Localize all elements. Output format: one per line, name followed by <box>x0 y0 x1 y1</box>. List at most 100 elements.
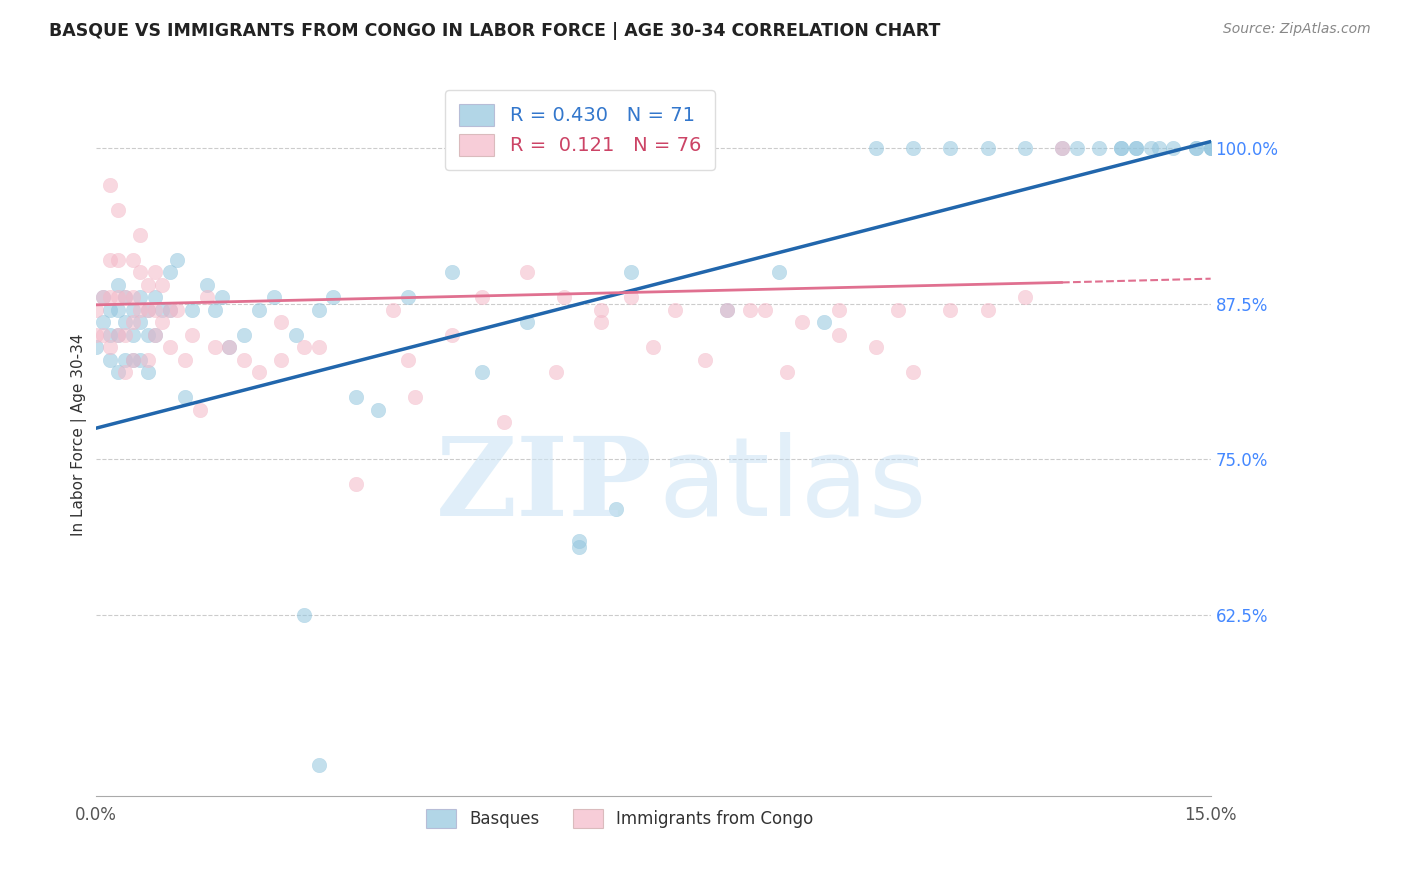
Point <box>107 277 129 292</box>
Point <box>107 203 129 218</box>
Point <box>159 302 181 317</box>
Point <box>568 540 591 554</box>
Point <box>129 315 152 329</box>
Point <box>1111 141 1133 155</box>
Point <box>716 302 738 317</box>
Point <box>308 340 330 354</box>
Text: BASQUE VS IMMIGRANTS FROM CONGO IN LABOR FORCE | AGE 30-34 CORRELATION CHART: BASQUE VS IMMIGRANTS FROM CONGO IN LABOR… <box>49 22 941 40</box>
Point <box>381 302 404 317</box>
Point <box>166 252 188 267</box>
Point <box>605 502 627 516</box>
Point <box>107 327 129 342</box>
Point <box>91 290 114 304</box>
Point <box>114 290 136 304</box>
Point <box>121 290 143 304</box>
Point <box>107 365 129 379</box>
Point <box>716 302 738 317</box>
Point <box>790 315 813 329</box>
Point <box>754 302 776 317</box>
Point <box>308 758 330 772</box>
Point <box>166 302 188 317</box>
Point <box>173 390 195 404</box>
Point <box>494 415 516 429</box>
Point <box>1125 141 1147 155</box>
Point <box>1125 141 1147 155</box>
Point <box>396 290 419 304</box>
Point <box>865 141 887 155</box>
Point <box>1014 141 1036 155</box>
Point <box>776 365 799 379</box>
Point <box>121 327 143 342</box>
Point <box>976 141 998 155</box>
Point <box>114 290 136 304</box>
Point <box>233 327 256 342</box>
Point <box>768 265 790 279</box>
Point <box>159 265 181 279</box>
Point <box>143 327 166 342</box>
Point <box>107 302 129 317</box>
Point <box>143 302 166 317</box>
Point <box>1163 141 1185 155</box>
Point <box>100 352 122 367</box>
Point <box>344 477 367 491</box>
Point <box>152 277 174 292</box>
Point <box>136 352 159 367</box>
Point <box>404 390 426 404</box>
Point <box>828 302 851 317</box>
Point <box>396 352 419 367</box>
Point <box>91 327 114 342</box>
Point <box>233 352 256 367</box>
Point <box>1140 141 1163 155</box>
Point <box>143 290 166 304</box>
Point <box>84 302 107 317</box>
Point <box>292 340 315 354</box>
Point <box>107 252 129 267</box>
Point <box>114 365 136 379</box>
Point <box>152 302 174 317</box>
Point <box>643 340 665 354</box>
Point <box>129 302 152 317</box>
Text: atlas: atlas <box>658 432 927 539</box>
Point <box>546 365 568 379</box>
Point <box>159 340 181 354</box>
Point <box>1066 141 1088 155</box>
Point <box>471 365 494 379</box>
Point <box>204 340 226 354</box>
Point <box>1184 141 1206 155</box>
Point <box>129 228 152 243</box>
Point <box>620 265 643 279</box>
Point <box>136 302 159 317</box>
Point <box>1088 141 1111 155</box>
Point <box>114 352 136 367</box>
Point <box>100 340 122 354</box>
Point <box>441 265 464 279</box>
Point <box>152 315 174 329</box>
Point <box>270 315 292 329</box>
Point <box>664 302 686 317</box>
Point <box>114 327 136 342</box>
Point <box>204 302 226 317</box>
Point <box>107 290 129 304</box>
Point <box>865 340 887 354</box>
Point <box>695 352 717 367</box>
Point <box>195 290 218 304</box>
Point <box>1199 141 1222 155</box>
Point <box>939 141 962 155</box>
Point <box>121 302 143 317</box>
Point <box>91 315 114 329</box>
Point <box>247 302 270 317</box>
Point <box>143 327 166 342</box>
Point <box>553 290 575 304</box>
Point <box>129 265 152 279</box>
Point <box>121 352 143 367</box>
Point <box>173 352 195 367</box>
Point <box>903 365 925 379</box>
Point <box>828 327 851 342</box>
Point <box>84 340 107 354</box>
Point <box>129 352 152 367</box>
Point <box>322 290 344 304</box>
Point <box>903 141 925 155</box>
Point <box>263 290 285 304</box>
Point <box>516 265 538 279</box>
Point <box>121 352 143 367</box>
